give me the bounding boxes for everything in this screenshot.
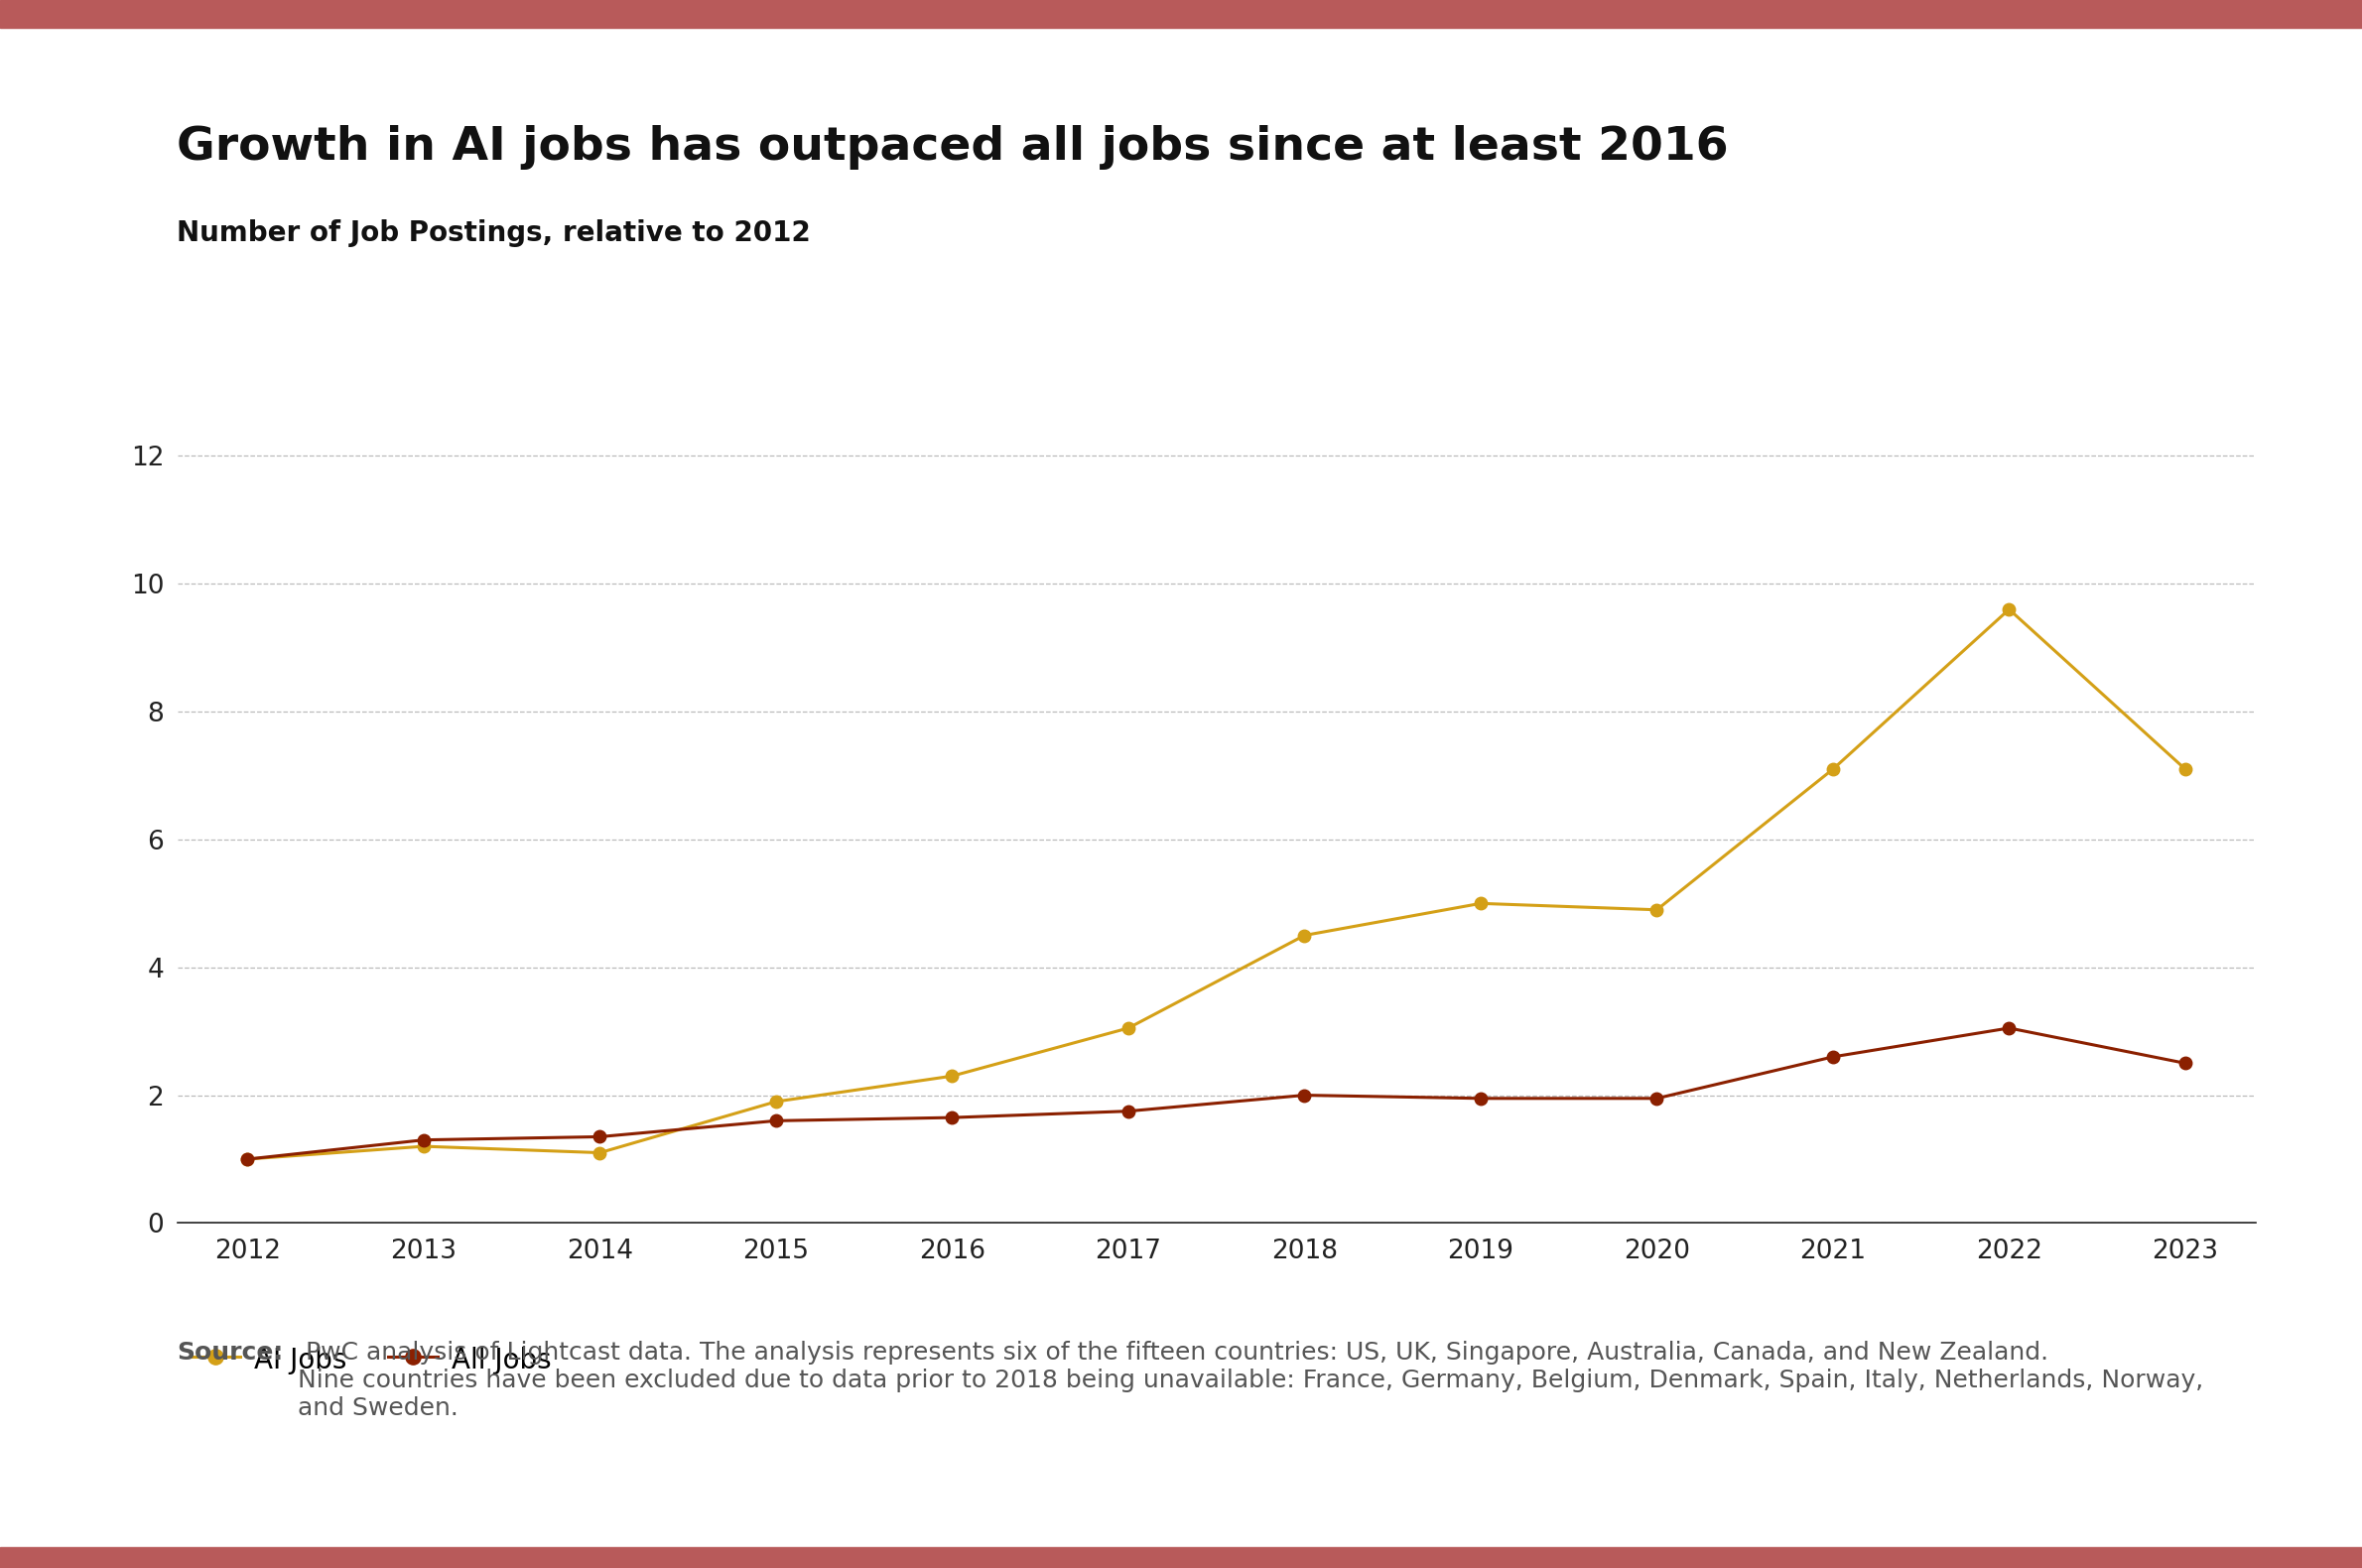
Text: Number of Job Postings, relative to 2012: Number of Job Postings, relative to 2012 — [177, 220, 810, 248]
Legend: AI Jobs, All Jobs: AI Jobs, All Jobs — [191, 1345, 553, 1374]
Text: Source:: Source: — [177, 1341, 283, 1364]
Text: PwC analysis of Lightcast data. The analysis represents six of the fifteen count: PwC analysis of Lightcast data. The anal… — [298, 1341, 2204, 1419]
Text: Growth in AI jobs has outpaced all jobs since at least 2016: Growth in AI jobs has outpaced all jobs … — [177, 125, 1729, 169]
